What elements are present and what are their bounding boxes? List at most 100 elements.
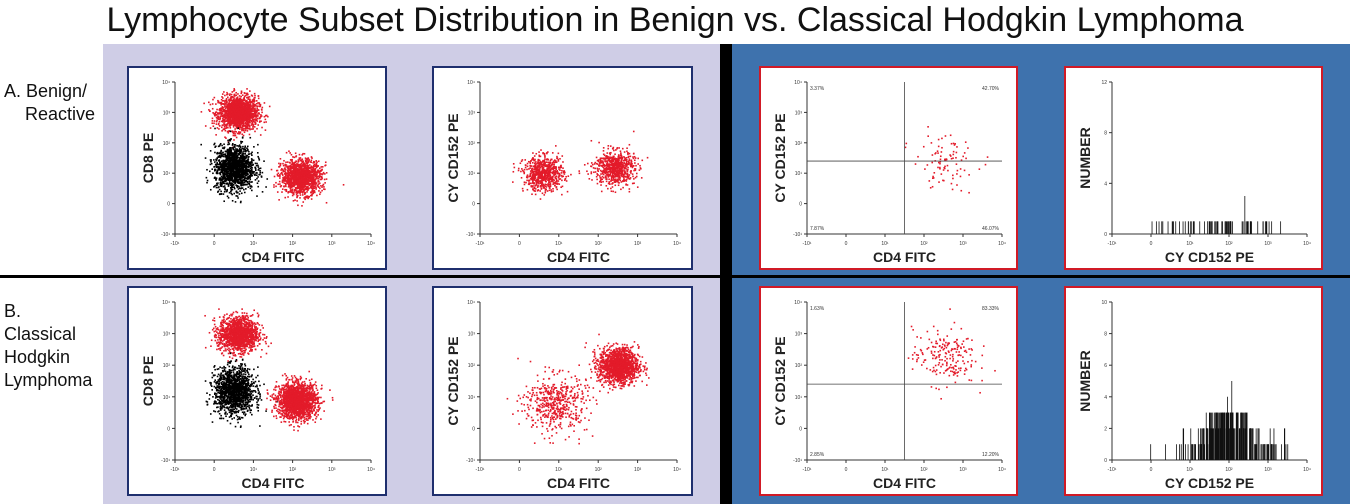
event-dot bbox=[306, 173, 309, 176]
event-dot bbox=[290, 173, 293, 176]
event-dot bbox=[306, 164, 308, 167]
event-dot bbox=[250, 181, 252, 183]
event-dot bbox=[234, 173, 237, 176]
event-dot bbox=[223, 147, 225, 150]
event-dot bbox=[526, 175, 528, 178]
event-dot bbox=[239, 145, 242, 148]
event-dot bbox=[307, 177, 310, 180]
event-dot bbox=[532, 188, 534, 190]
event-dot bbox=[215, 103, 217, 105]
event-dot bbox=[241, 94, 244, 96]
event-dot bbox=[538, 155, 541, 158]
event-dot bbox=[228, 122, 230, 125]
event-dot bbox=[237, 93, 239, 95]
event-dot bbox=[294, 166, 296, 168]
event-dot bbox=[216, 163, 219, 165]
event-dot bbox=[228, 106, 231, 108]
event-dot bbox=[315, 164, 317, 167]
event-dot bbox=[247, 158, 250, 161]
event-dot bbox=[306, 174, 308, 177]
event-dot bbox=[321, 189, 323, 192]
event-dot bbox=[233, 171, 236, 174]
event-dot bbox=[234, 174, 236, 177]
event-dot bbox=[546, 164, 548, 166]
event-dot bbox=[227, 143, 229, 146]
event-dot bbox=[287, 183, 290, 186]
event-dot bbox=[238, 168, 240, 171]
event-dot bbox=[261, 191, 264, 193]
event-dot bbox=[541, 170, 543, 173]
event-dot bbox=[556, 180, 558, 182]
event-dot bbox=[227, 154, 229, 157]
event-dot bbox=[231, 182, 233, 185]
event-dot bbox=[225, 112, 227, 115]
event-dot bbox=[225, 99, 228, 102]
event-dot bbox=[222, 193, 225, 195]
event-dot bbox=[291, 189, 293, 192]
event-dot bbox=[230, 189, 233, 192]
event-dot bbox=[240, 92, 243, 95]
event-dot bbox=[241, 167, 243, 170]
event-dot bbox=[559, 158, 561, 160]
event-dot bbox=[306, 196, 308, 199]
event-dot bbox=[540, 180, 542, 182]
event-dot bbox=[265, 121, 267, 123]
event-dot bbox=[221, 152, 223, 154]
event-dot bbox=[300, 181, 302, 183]
event-dot bbox=[233, 89, 236, 91]
event-dot bbox=[302, 181, 304, 184]
event-dot bbox=[238, 120, 240, 122]
event-dot bbox=[313, 164, 315, 167]
event-dot bbox=[233, 111, 235, 113]
event-dot bbox=[293, 164, 296, 167]
event-dot bbox=[244, 99, 246, 101]
event-dot bbox=[249, 100, 251, 102]
event-dot bbox=[220, 120, 223, 123]
event-dot bbox=[240, 91, 243, 94]
event-dot bbox=[301, 154, 304, 156]
event-dot bbox=[281, 174, 284, 176]
event-dot bbox=[245, 156, 247, 159]
event-dot bbox=[242, 164, 245, 167]
event-dot bbox=[233, 116, 235, 119]
event-dot bbox=[318, 175, 320, 177]
event-dot bbox=[275, 181, 277, 184]
event-dot bbox=[556, 157, 559, 160]
event-dot bbox=[244, 146, 246, 149]
event-dot bbox=[243, 110, 245, 112]
event-dot bbox=[303, 169, 306, 172]
event-dot bbox=[232, 130, 234, 133]
event-dot bbox=[298, 170, 300, 173]
event-dot bbox=[282, 164, 285, 167]
event-dot bbox=[233, 186, 236, 189]
event-dot bbox=[304, 196, 306, 198]
event-dot bbox=[255, 115, 257, 118]
event-dot bbox=[224, 167, 227, 170]
event-dot bbox=[227, 162, 230, 164]
event-dot bbox=[200, 111, 203, 113]
event-dot bbox=[261, 106, 264, 109]
event-dot bbox=[220, 185, 222, 187]
event-dot bbox=[540, 149, 542, 151]
event-dot bbox=[323, 178, 326, 181]
event-dot bbox=[230, 192, 233, 195]
event-dot bbox=[250, 161, 253, 164]
event-dot bbox=[259, 117, 261, 120]
event-dot bbox=[309, 177, 312, 180]
event-dot bbox=[232, 174, 234, 177]
event-dot bbox=[296, 179, 299, 181]
event-dot bbox=[313, 191, 316, 194]
event-dot bbox=[556, 155, 558, 158]
event-dot bbox=[235, 174, 237, 176]
event-dot bbox=[284, 188, 286, 191]
event-dot bbox=[311, 168, 313, 171]
event-dot bbox=[238, 193, 241, 195]
row-b-label-line-3: Hodgkin bbox=[4, 347, 71, 367]
event-dot bbox=[287, 176, 290, 179]
event-dot bbox=[214, 169, 217, 171]
event-dot bbox=[224, 159, 227, 162]
event-dot bbox=[224, 155, 226, 158]
event-dot bbox=[303, 184, 306, 187]
event-dot bbox=[234, 172, 237, 175]
event-dot bbox=[219, 118, 221, 121]
